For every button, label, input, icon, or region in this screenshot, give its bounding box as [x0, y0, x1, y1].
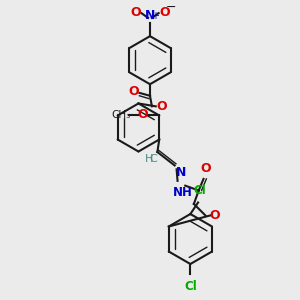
- Text: O: O: [159, 6, 170, 19]
- Text: H: H: [145, 154, 154, 164]
- Text: Cl: Cl: [194, 184, 206, 197]
- Text: C: C: [150, 154, 158, 164]
- Text: Cl: Cl: [184, 280, 197, 293]
- Text: −: −: [166, 1, 176, 14]
- Text: NH: NH: [173, 186, 193, 199]
- Text: CH₃: CH₃: [111, 110, 130, 119]
- Text: +: +: [151, 11, 159, 21]
- Text: N: N: [145, 9, 155, 22]
- Text: O: O: [157, 100, 167, 113]
- Text: N: N: [176, 167, 186, 179]
- Text: O: O: [138, 108, 148, 121]
- Text: O: O: [130, 6, 141, 19]
- Text: O: O: [200, 162, 211, 175]
- Text: O: O: [209, 209, 220, 222]
- Text: O: O: [128, 85, 139, 98]
